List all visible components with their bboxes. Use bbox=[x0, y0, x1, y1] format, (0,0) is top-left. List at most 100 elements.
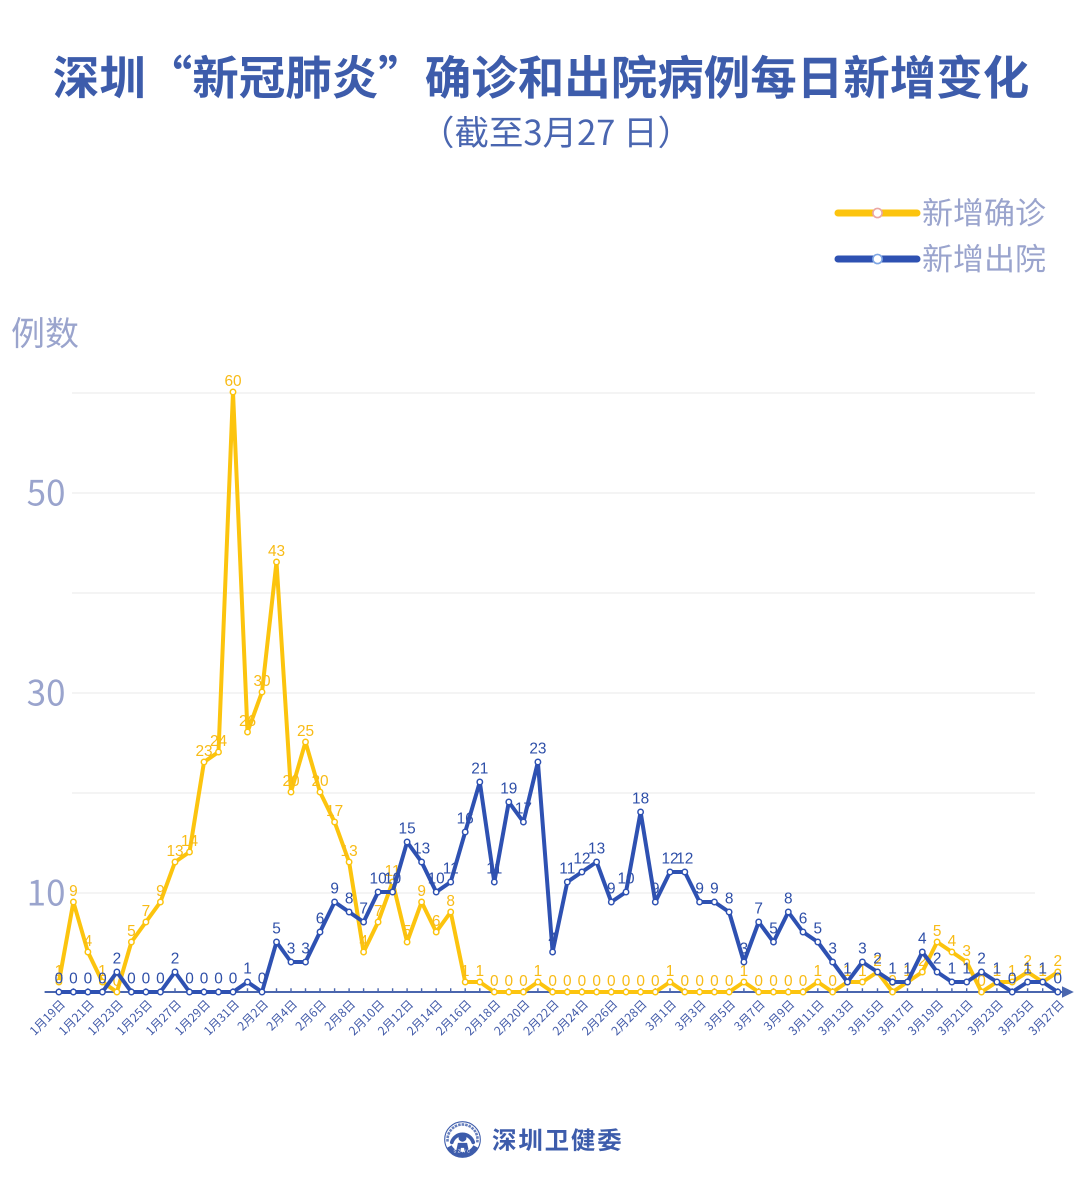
svg-text:3: 3 bbox=[962, 943, 971, 960]
svg-text:1: 1 bbox=[903, 963, 912, 980]
svg-text:1: 1 bbox=[534, 963, 543, 980]
svg-text:5: 5 bbox=[272, 920, 281, 937]
svg-text:0: 0 bbox=[69, 970, 78, 987]
svg-text:9: 9 bbox=[69, 883, 78, 900]
svg-text:19: 19 bbox=[500, 780, 517, 797]
svg-text:1: 1 bbox=[1038, 960, 1047, 977]
svg-text:0: 0 bbox=[799, 973, 808, 990]
svg-text:2: 2 bbox=[977, 950, 986, 967]
svg-text:2: 2 bbox=[873, 950, 882, 967]
svg-text:0: 0 bbox=[229, 970, 238, 987]
svg-text:0: 0 bbox=[592, 973, 601, 990]
svg-text:0: 0 bbox=[636, 973, 645, 990]
svg-text:0: 0 bbox=[1054, 970, 1063, 987]
svg-text:12: 12 bbox=[676, 850, 693, 867]
svg-text:0: 0 bbox=[258, 970, 267, 987]
svg-text:0: 0 bbox=[548, 973, 557, 990]
svg-text:0: 0 bbox=[725, 973, 734, 990]
svg-text:2: 2 bbox=[1023, 953, 1032, 970]
svg-text:8: 8 bbox=[446, 893, 455, 910]
svg-text:0: 0 bbox=[710, 973, 719, 990]
svg-text:4: 4 bbox=[948, 933, 957, 950]
svg-text:7: 7 bbox=[754, 900, 763, 917]
svg-text:0: 0 bbox=[784, 973, 793, 990]
svg-text:5: 5 bbox=[933, 923, 942, 940]
svg-text:13: 13 bbox=[413, 840, 430, 857]
svg-text:6: 6 bbox=[316, 910, 325, 927]
svg-text:4: 4 bbox=[918, 930, 927, 947]
svg-text:23: 23 bbox=[195, 743, 212, 760]
svg-text:1: 1 bbox=[476, 963, 485, 980]
svg-text:60: 60 bbox=[224, 373, 241, 390]
svg-text:2: 2 bbox=[873, 953, 882, 970]
svg-text:0: 0 bbox=[754, 973, 763, 990]
svg-text:13: 13 bbox=[166, 843, 183, 860]
svg-text:1: 1 bbox=[55, 963, 64, 980]
svg-text:23: 23 bbox=[529, 740, 546, 757]
svg-text:2: 2 bbox=[171, 950, 180, 967]
svg-text:9: 9 bbox=[710, 880, 719, 897]
svg-text:25: 25 bbox=[297, 723, 314, 740]
svg-text:1: 1 bbox=[1008, 963, 1017, 980]
svg-text:1: 1 bbox=[740, 963, 749, 980]
svg-text:26: 26 bbox=[239, 713, 256, 730]
svg-text:9: 9 bbox=[651, 880, 660, 897]
svg-text:0: 0 bbox=[977, 973, 986, 990]
svg-text:0: 0 bbox=[681, 973, 690, 990]
svg-text:9: 9 bbox=[330, 880, 339, 897]
svg-text:1: 1 bbox=[903, 960, 912, 977]
svg-text:7: 7 bbox=[142, 903, 151, 920]
svg-text:11: 11 bbox=[559, 860, 575, 877]
svg-text:0: 0 bbox=[769, 973, 778, 990]
svg-text:0: 0 bbox=[142, 970, 151, 987]
svg-text:5: 5 bbox=[127, 923, 136, 940]
svg-text:1: 1 bbox=[843, 963, 852, 980]
svg-text:1: 1 bbox=[1038, 963, 1047, 980]
svg-text:5: 5 bbox=[403, 923, 412, 940]
svg-text:7: 7 bbox=[359, 900, 368, 917]
svg-text:1: 1 bbox=[243, 960, 252, 977]
svg-text:0: 0 bbox=[185, 970, 194, 987]
svg-text:15: 15 bbox=[399, 820, 416, 837]
svg-text:1: 1 bbox=[1023, 960, 1032, 977]
svg-text:3: 3 bbox=[828, 940, 837, 957]
svg-text:43: 43 bbox=[268, 543, 285, 560]
svg-text:11: 11 bbox=[443, 860, 459, 877]
svg-text:1: 1 bbox=[98, 963, 107, 980]
svg-text:0: 0 bbox=[98, 970, 107, 987]
svg-text:3: 3 bbox=[740, 940, 749, 957]
svg-text:0: 0 bbox=[622, 973, 631, 990]
svg-text:2: 2 bbox=[933, 950, 942, 967]
svg-text:1: 1 bbox=[814, 963, 823, 980]
svg-text:1: 1 bbox=[461, 963, 470, 980]
svg-text:0: 0 bbox=[200, 970, 209, 987]
svg-text:0: 0 bbox=[519, 973, 528, 990]
svg-text:9: 9 bbox=[607, 880, 616, 897]
svg-text:3: 3 bbox=[858, 940, 867, 957]
svg-text:0: 0 bbox=[828, 973, 837, 990]
svg-text:13: 13 bbox=[341, 843, 358, 860]
svg-text:0: 0 bbox=[695, 973, 704, 990]
svg-text:6: 6 bbox=[799, 910, 808, 927]
svg-text:2: 2 bbox=[1054, 953, 1063, 970]
svg-text:10: 10 bbox=[428, 870, 445, 887]
svg-text:0: 0 bbox=[578, 973, 587, 990]
svg-text:20: 20 bbox=[282, 773, 299, 790]
svg-text:0: 0 bbox=[1008, 970, 1017, 987]
svg-text:0: 0 bbox=[113, 973, 122, 990]
svg-text:1: 1 bbox=[666, 963, 675, 980]
svg-text:9: 9 bbox=[417, 883, 426, 900]
svg-text:4: 4 bbox=[359, 933, 368, 950]
svg-text:8: 8 bbox=[725, 890, 734, 907]
svg-text:SZWC: SZWC bbox=[454, 1149, 472, 1154]
svg-text:30: 30 bbox=[253, 673, 270, 690]
svg-text:3: 3 bbox=[287, 940, 296, 957]
svg-text:0: 0 bbox=[127, 970, 136, 987]
svg-text:0: 0 bbox=[214, 970, 223, 987]
svg-text:8: 8 bbox=[784, 890, 793, 907]
svg-text:1: 1 bbox=[888, 960, 897, 977]
svg-text:9: 9 bbox=[156, 883, 165, 900]
svg-text:20: 20 bbox=[311, 773, 328, 790]
svg-text:13: 13 bbox=[588, 840, 605, 857]
svg-text:10: 10 bbox=[384, 870, 401, 887]
